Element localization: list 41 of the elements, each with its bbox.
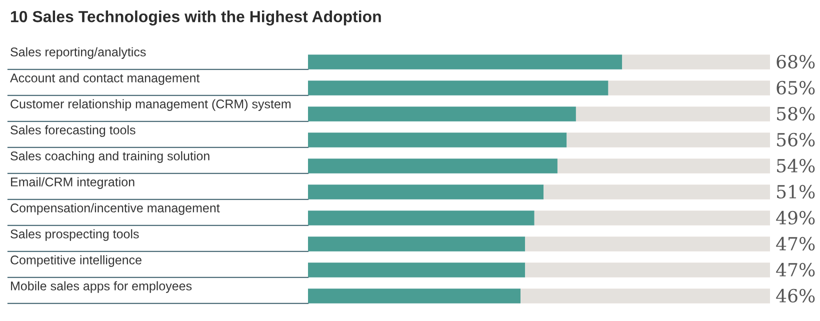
data-label: 56%: [777, 132, 815, 147]
data-label: 47%: [776, 236, 815, 251]
bar: [308, 262, 526, 278]
bar: [557, 158, 770, 174]
y-tick-label: Sales reporting/analytics: [10, 47, 146, 59]
bar: [308, 54, 622, 70]
data-label: 54%: [777, 158, 815, 173]
bar: [576, 106, 770, 122]
bar: [566, 132, 770, 148]
y-tick-label: Email/CRM integration: [11, 177, 134, 189]
bar: [520, 288, 770, 304]
data-label: 68%: [776, 54, 815, 69]
data-label: 65%: [776, 80, 815, 95]
bar: [308, 80, 608, 96]
data-label: 58%: [777, 106, 815, 121]
data-label: 47%: [776, 262, 815, 277]
bar: [608, 80, 770, 96]
bar: [308, 236, 526, 252]
y-tick-label: Customer relationship management (CRM) system: [10, 99, 291, 111]
chart-title: 10 Sales Technologies with the Highest Adoption: [11, 10, 381, 26]
bar: [308, 288, 521, 304]
y-tick-label: Account and contact management: [10, 73, 200, 85]
bar: [544, 184, 770, 200]
bar: [525, 236, 770, 252]
bar: [308, 132, 567, 148]
bar: [534, 210, 770, 226]
y-tick-label: Sales forecasting tools: [10, 125, 136, 137]
y-tick-label: Sales prospecting tools: [10, 229, 139, 241]
data-label: 51%: [777, 184, 815, 199]
bar: [525, 262, 770, 278]
y-tick-label: Mobile sales apps for employees: [11, 281, 192, 293]
bar: [308, 158, 558, 174]
bar: [308, 106, 576, 122]
y-tick-label: Competitive intelligence: [10, 255, 142, 267]
bar: [622, 54, 770, 70]
y-tick-label: Sales coaching and training solution: [10, 151, 210, 163]
bar: [308, 210, 534, 226]
data-label: 49%: [776, 210, 815, 225]
y-tick-label: Compensation/incentive management: [10, 203, 220, 215]
data-label: 46%: [776, 288, 815, 303]
bar: [308, 184, 544, 200]
